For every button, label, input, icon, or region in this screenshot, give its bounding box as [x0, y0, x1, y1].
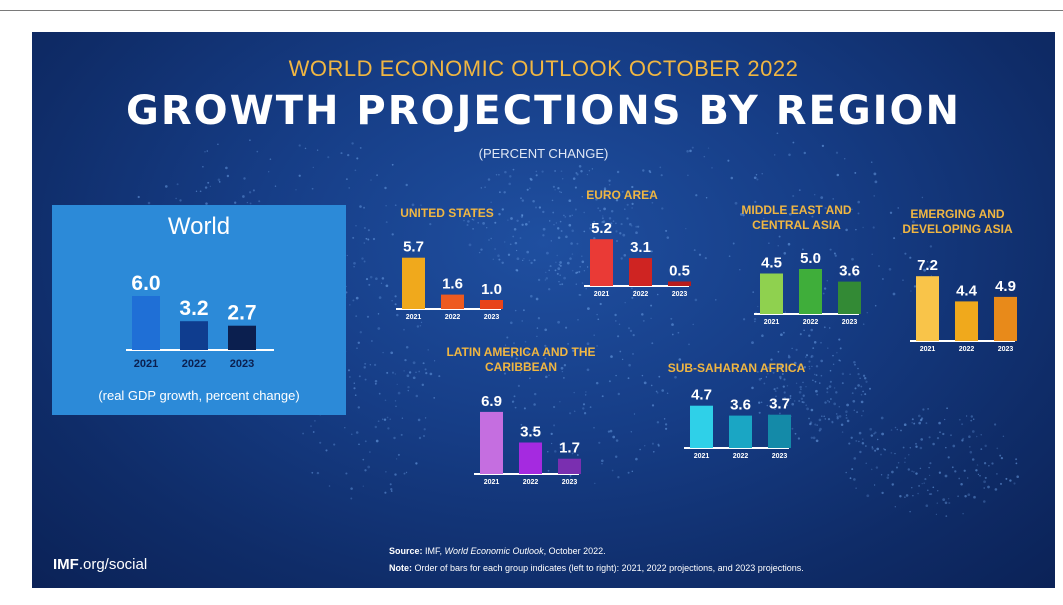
- region-label-middle-east: MIDDLE EAST AND CENTRAL ASIA: [741, 203, 852, 232]
- chart-bar: [916, 276, 939, 341]
- world-panel: World (real GDP growth, percent change): [52, 205, 346, 415]
- chart-value-label: 1.6: [442, 276, 463, 293]
- chart-value-label: 4.7: [691, 387, 712, 404]
- source-line: Source: IMF, World Economic Outlook, Oct…: [389, 546, 606, 556]
- supertitle: WORLD ECONOMIC OUTLOOK OCTOBER 2022: [288, 56, 799, 81]
- chart-value-label: 6.0: [131, 272, 160, 295]
- chart-bar: [480, 300, 503, 309]
- chart-euro-area: 5.2 2021 3.1 2022 0.5 2023: [584, 220, 691, 298]
- chart-value-label: 4.4: [956, 282, 978, 299]
- chart-latin-america: 6.9 2021 3.5 2022 1.7 2023: [474, 393, 581, 486]
- chart-tick-label: 2022: [633, 291, 649, 298]
- imf-social-link[interactable]: IMF.org/social: [53, 556, 147, 573]
- chart-value-label: 3.6: [839, 263, 860, 280]
- chart-value-label: 1.7: [559, 440, 580, 457]
- source-publication: World Economic Outlook: [444, 546, 544, 556]
- chart-value-label: 7.2: [917, 257, 938, 274]
- chart-bar: [590, 239, 613, 286]
- brand-rest: .org/social: [78, 556, 148, 573]
- chart-value-label: 6.9: [481, 393, 502, 410]
- chart-bar: [180, 321, 208, 350]
- chart-value-label: 1.0: [481, 281, 502, 298]
- chart-bar: [760, 273, 783, 314]
- chart-tick-label: 2022: [803, 319, 819, 326]
- chart-tick-label: 2022: [959, 346, 975, 353]
- chart-bar: [480, 411, 503, 474]
- top-divider: [0, 10, 1063, 11]
- chart-bar: [668, 281, 691, 286]
- chart-bar: [519, 442, 542, 474]
- source-label: Source:: [389, 546, 423, 556]
- chart-value-label: 5.0: [800, 250, 821, 267]
- chart-bar: [799, 269, 822, 314]
- chart-value-label: 5.7: [403, 239, 424, 256]
- chart-tick-label: 2023: [230, 358, 254, 370]
- world-panel-note: (real GDP growth, percent change): [98, 388, 300, 403]
- chart-tick-label: 2023: [484, 314, 500, 321]
- chart-tick-label: 2021: [694, 453, 710, 460]
- chart-value-label: 5.2: [591, 220, 612, 237]
- region-label-euro-area: EURO AREA: [586, 188, 658, 202]
- chart-bar: [132, 296, 160, 350]
- chart-tick-label: 2023: [842, 319, 858, 326]
- chart-tick-label: 2023: [998, 346, 1014, 353]
- chart-bar: [690, 405, 713, 448]
- source-suffix: , October 2022.: [543, 546, 606, 556]
- chart-bar: [994, 296, 1017, 341]
- chart-value-label: 0.5: [669, 263, 690, 280]
- region-label-sub-saharan-africa: SUB-SAHARAN AFRICA: [667, 361, 806, 375]
- chart-bar: [558, 458, 581, 474]
- chart-bar: [629, 258, 652, 286]
- chart-tick-label: 2023: [772, 453, 788, 460]
- chart-value-label: 4.9: [995, 278, 1016, 295]
- chart-united-states: 5.7 2021 1.6 2022 1.0 2023: [396, 239, 503, 321]
- chart-tick-label: 2021: [920, 346, 936, 353]
- chart-tick-label: 2023: [562, 479, 578, 486]
- chart-bar: [402, 257, 425, 309]
- chart-tick-label: 2021: [764, 319, 780, 326]
- chart-value-label: 2.7: [227, 302, 256, 325]
- infographic-poster: WORLD ECONOMIC OUTLOOK OCTOBER 2022 GROW…: [32, 32, 1055, 588]
- chart-value-label: 3.6: [730, 397, 751, 414]
- chart-value-label: 4.5: [761, 255, 782, 272]
- subtitle: (PERCENT CHANGE): [478, 146, 609, 161]
- note-text: Order of bars for each group indicates (…: [414, 563, 804, 573]
- region-label-united-states: UNITED STATES: [400, 206, 494, 220]
- chart-bar: [228, 325, 256, 350]
- region-label-emerging-asia: EMERGING AND DEVELOPING ASIA: [902, 207, 1013, 236]
- chart-bar: [955, 301, 978, 341]
- chart-bar: [768, 414, 791, 448]
- chart-tick-label: 2021: [594, 291, 610, 298]
- chart-emerging-asia: 7.2 2021 4.4 2022 4.9 2023: [910, 257, 1017, 353]
- chart-tick-label: 2023: [672, 291, 688, 298]
- chart-bar: [838, 281, 861, 314]
- region-label-latin-america: LATIN AMERICA AND THE CARIBBEAN: [446, 345, 596, 374]
- chart-bar: [729, 415, 752, 448]
- chart-tick-label: 2021: [134, 358, 158, 370]
- page-title: GROWTH PROJECTIONS BY REGION: [125, 88, 962, 134]
- chart-tick-label: 2021: [406, 314, 422, 321]
- chart-middle-east: 4.5 2021 5.0 2022 3.6 2023: [754, 250, 861, 326]
- chart-value-label: 3.1: [630, 239, 651, 256]
- note-line: Note: Order of bars for each group indic…: [389, 563, 804, 573]
- chart-tick-label: 2021: [484, 479, 500, 486]
- world-panel-title: World: [167, 213, 231, 240]
- chart-tick-label: 2022: [182, 358, 206, 370]
- chart-value-label: 3.2: [179, 297, 208, 320]
- brand-bold: IMF: [53, 556, 79, 573]
- chart-bar: [441, 294, 464, 309]
- chart-tick-label: 2022: [523, 479, 539, 486]
- chart-value-label: 3.7: [769, 396, 790, 413]
- source-prefix: IMF,: [425, 546, 445, 556]
- chart-value-label: 3.5: [520, 424, 541, 441]
- note-label: Note:: [389, 563, 412, 573]
- chart-world: 6.0 2021 3.2 2022 2.7 2023: [126, 272, 274, 370]
- chart-tick-label: 2022: [733, 453, 749, 460]
- chart-tick-label: 2022: [445, 314, 461, 321]
- chart-sub-saharan-africa: 4.7 2021 3.6 2022 3.7 2023: [684, 387, 791, 460]
